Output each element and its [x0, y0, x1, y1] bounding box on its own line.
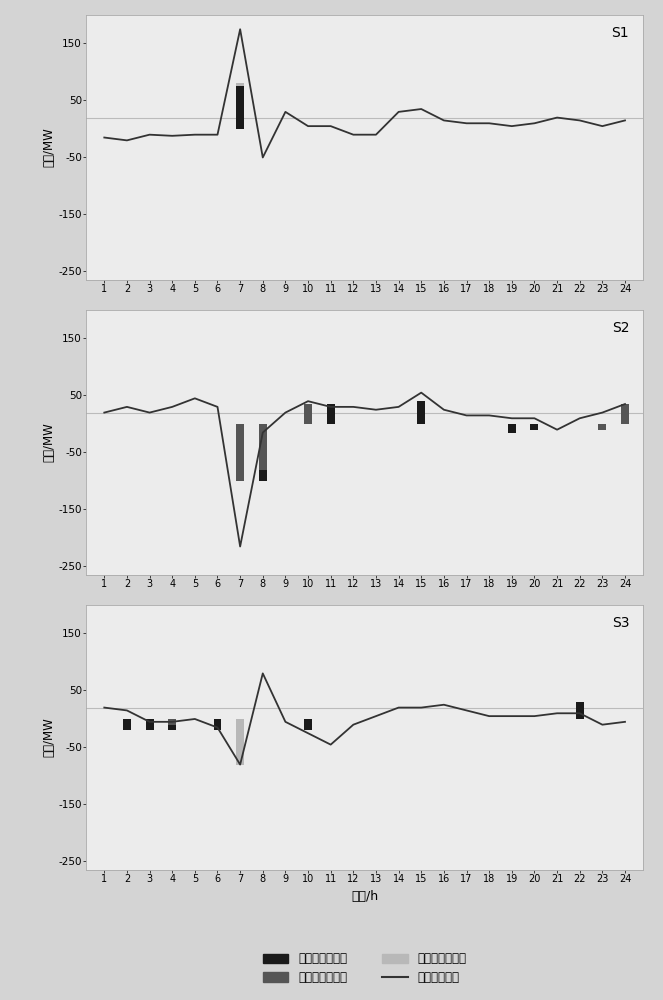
Bar [327, 404, 335, 424]
Legend: 工业用户响应量, 商业用户响应量, 居民用户响应量, 风电误差终值: 工业用户响应量, 商业用户响应量, 居民用户响应量, 风电误差终值 [258, 948, 471, 989]
Bar [417, 401, 425, 424]
Bar [236, 83, 244, 129]
Bar [168, 719, 176, 730]
Text: S3: S3 [612, 616, 629, 630]
Bar [575, 702, 583, 719]
Bar [236, 424, 244, 433]
Bar [259, 424, 267, 481]
Bar [236, 424, 244, 481]
Bar [575, 716, 583, 719]
Text: S1: S1 [611, 26, 629, 40]
Bar [168, 719, 176, 725]
Bar [304, 719, 312, 730]
Bar [236, 719, 244, 765]
Y-axis label: 功率/MW: 功率/MW [42, 423, 56, 462]
Bar [599, 424, 607, 430]
Bar [304, 404, 312, 424]
Bar [236, 424, 244, 481]
Bar [259, 424, 267, 441]
Y-axis label: 功率/MW: 功率/MW [42, 718, 56, 757]
Bar [236, 86, 244, 129]
Bar [213, 719, 221, 730]
Bar [621, 404, 629, 424]
Bar [146, 719, 154, 730]
Bar [123, 719, 131, 730]
Y-axis label: 功率/MW: 功率/MW [42, 128, 56, 167]
X-axis label: 时间/h: 时间/h [351, 890, 378, 903]
Bar [259, 424, 267, 470]
Bar [508, 424, 516, 433]
Bar [530, 424, 538, 430]
Text: S2: S2 [612, 321, 629, 335]
